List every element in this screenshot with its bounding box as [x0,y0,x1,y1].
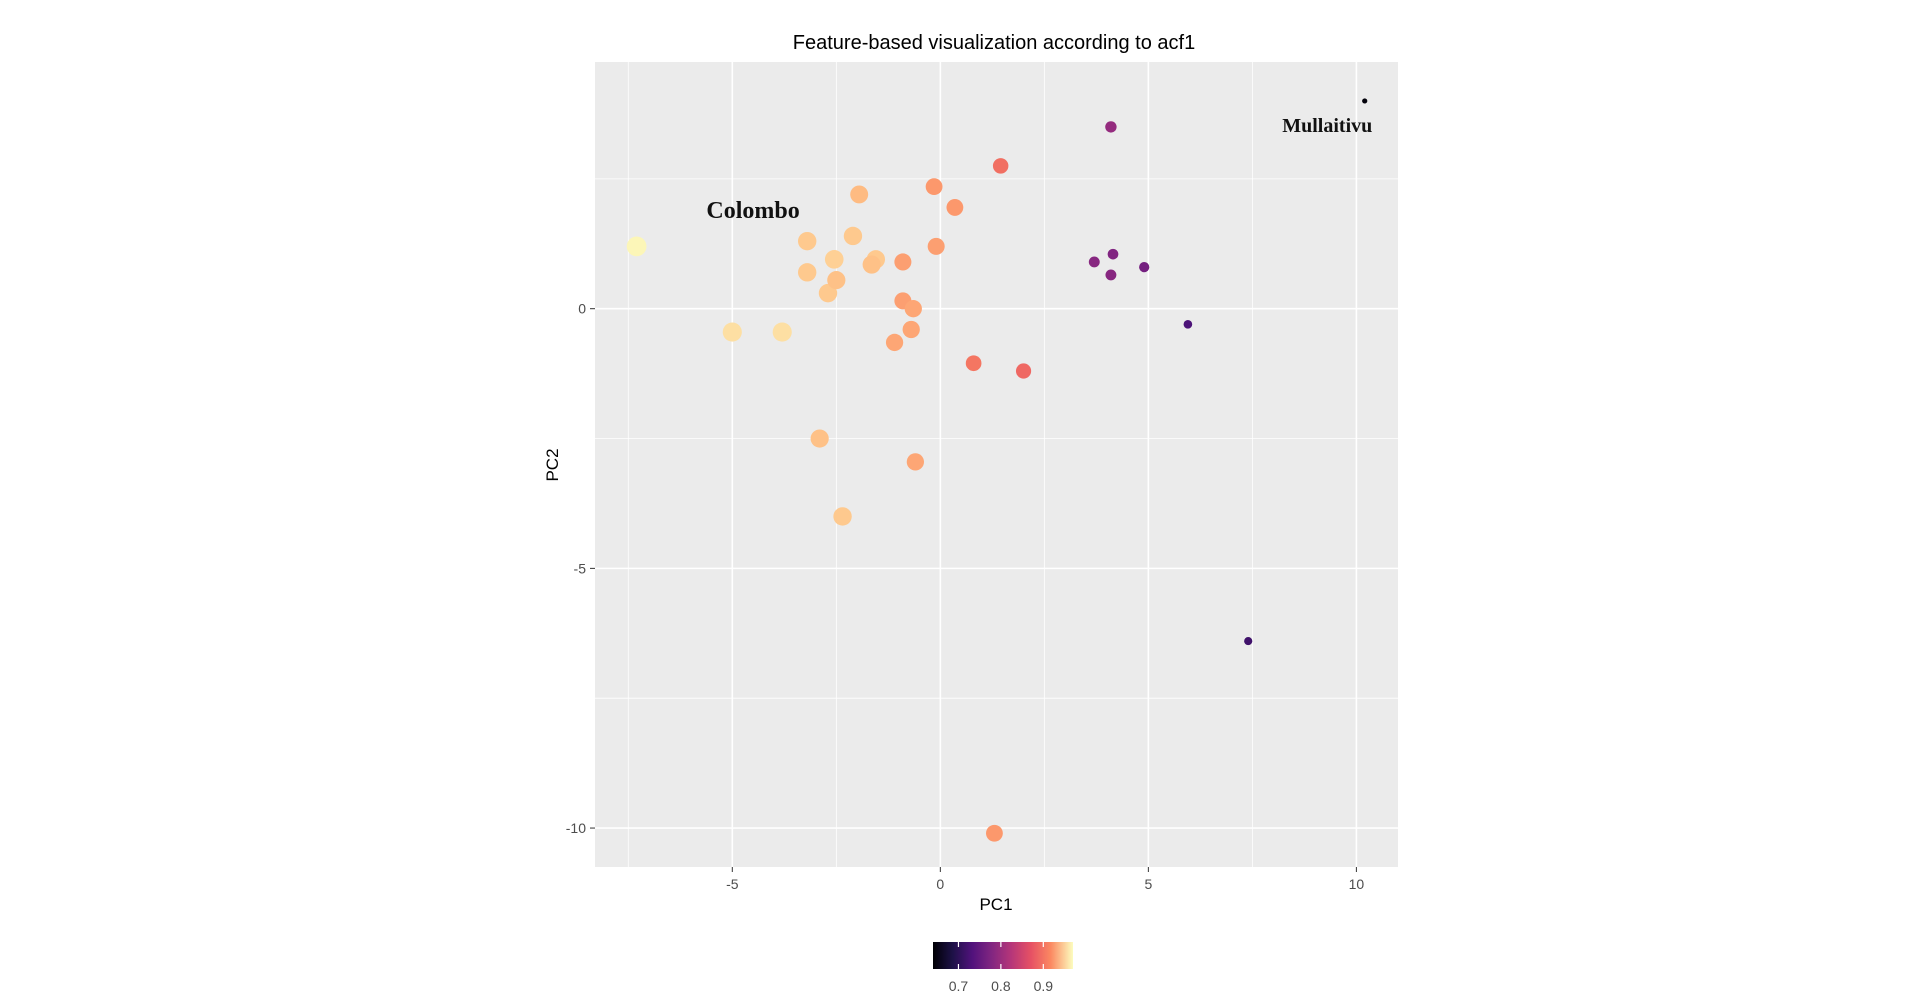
data-point [925,178,943,196]
plot-panel [595,62,1398,867]
data-point [885,333,904,352]
data-point [818,283,838,303]
legend-tick-label: 0.9 [1034,978,1054,994]
legend-tick-label: 0.8 [991,978,1011,994]
data-point [626,236,647,257]
data-point [904,300,922,318]
x-tick-label: 10 [1349,876,1365,892]
data-point [772,322,792,342]
data-point [946,199,964,216]
y-axis: -10 -5 0 [566,301,595,836]
data-point [1105,269,1117,281]
point-annotation: Mullaitivu [1282,115,1372,137]
data-point [833,507,852,526]
data-point [1105,121,1117,133]
points-layer [626,98,1368,842]
data-point [810,429,829,448]
data-point [1244,636,1253,646]
data-point [902,320,920,339]
data-point [906,453,925,471]
point-annotation: Colombo [706,198,799,224]
data-point [843,226,863,246]
data-point [824,250,844,269]
data-point [1362,98,1368,104]
y-tick-label: 0 [578,301,586,317]
y-tick-label: -10 [566,820,586,836]
data-point [927,237,945,255]
data-point [862,255,881,274]
data-point [1139,262,1150,273]
data-point [1088,256,1100,268]
data-point [986,824,1003,842]
grid-layer [595,62,1398,867]
colorbar [933,942,1073,969]
legend-tick-label: 0.7 [949,978,969,994]
data-point [797,231,817,251]
data-point [1107,248,1119,260]
data-point [992,158,1009,174]
data-point [850,185,869,204]
x-axis-label: PC1 [979,895,1012,914]
y-axis-label: PC2 [543,448,562,481]
data-point [1015,363,1032,379]
y-tick-label: -5 [574,560,587,576]
data-point [797,263,817,282]
data-point [894,253,912,271]
color-legend: 0.7 0.8 0.9 [933,942,1073,994]
x-tick-label: -5 [726,876,739,892]
data-point [827,271,846,290]
x-axis: -5 0 5 10 [726,867,1364,892]
annotations-layer: Colombo Mullaitivu [706,115,1372,224]
data-point [965,355,982,372]
x-tick-label: 0 [936,876,944,892]
data-point [1183,319,1193,329]
data-point [722,322,742,342]
chart-title: Feature-based visualization according to… [793,32,1195,54]
x-tick-label: 5 [1144,876,1152,892]
